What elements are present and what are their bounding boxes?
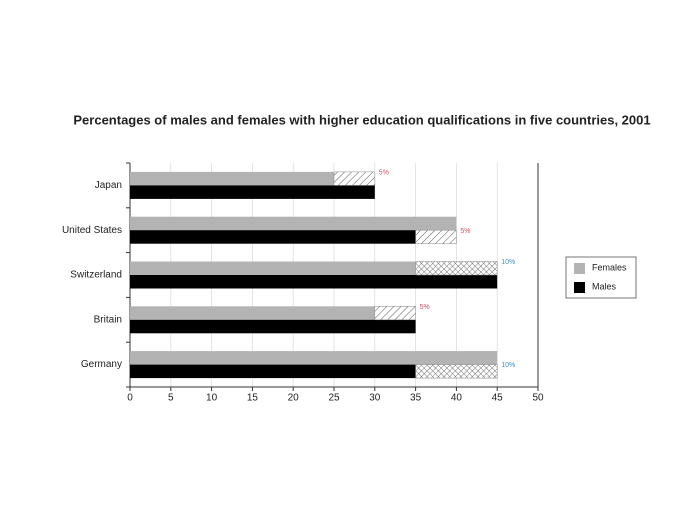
legend-label: Males bbox=[592, 281, 617, 291]
gap-label: 10% bbox=[501, 362, 515, 369]
bar bbox=[130, 351, 498, 365]
x-tick-label: 25 bbox=[328, 393, 340, 404]
legend-swatch bbox=[574, 282, 585, 293]
chart-title: Percentages of males and females with hi… bbox=[73, 112, 650, 127]
gap-label: 5% bbox=[379, 169, 389, 176]
bar bbox=[130, 185, 375, 199]
gap-label: 10% bbox=[501, 259, 515, 266]
gap-hatch bbox=[374, 306, 416, 321]
gap-hatch bbox=[415, 364, 498, 379]
bar bbox=[130, 230, 416, 244]
bar bbox=[130, 306, 375, 320]
gap-hatch bbox=[333, 171, 376, 186]
bar bbox=[130, 319, 416, 334]
x-tick-label: 30 bbox=[369, 393, 381, 404]
y-tick-label: Switzerland bbox=[70, 270, 122, 281]
gap-label: 5% bbox=[460, 228, 470, 235]
bar bbox=[130, 275, 498, 289]
x-tick-label: 0 bbox=[127, 393, 133, 404]
x-tick-label: 10 bbox=[206, 393, 218, 404]
x-tick-label: 15 bbox=[247, 393, 259, 404]
gap-hatch bbox=[415, 229, 457, 244]
y-tick-label: Germany bbox=[81, 359, 122, 370]
x-tick-label: 45 bbox=[492, 393, 504, 404]
bar bbox=[130, 171, 334, 186]
gap-label: 5% bbox=[420, 304, 430, 311]
gap-hatch bbox=[415, 261, 498, 276]
bar bbox=[130, 216, 457, 231]
bar bbox=[130, 261, 416, 275]
legend-label: Females bbox=[592, 262, 627, 272]
y-tick-label: Japan bbox=[95, 180, 122, 191]
legend-swatch bbox=[574, 263, 585, 274]
x-tick-label: 50 bbox=[532, 393, 544, 404]
y-tick-label: Britain bbox=[94, 314, 122, 325]
bar bbox=[130, 364, 416, 379]
x-tick-label: 35 bbox=[410, 393, 422, 404]
x-tick-label: 40 bbox=[451, 393, 463, 404]
y-tick-label: United States bbox=[62, 225, 122, 236]
x-tick-label: 5 bbox=[168, 393, 174, 404]
x-tick-label: 20 bbox=[288, 393, 300, 404]
